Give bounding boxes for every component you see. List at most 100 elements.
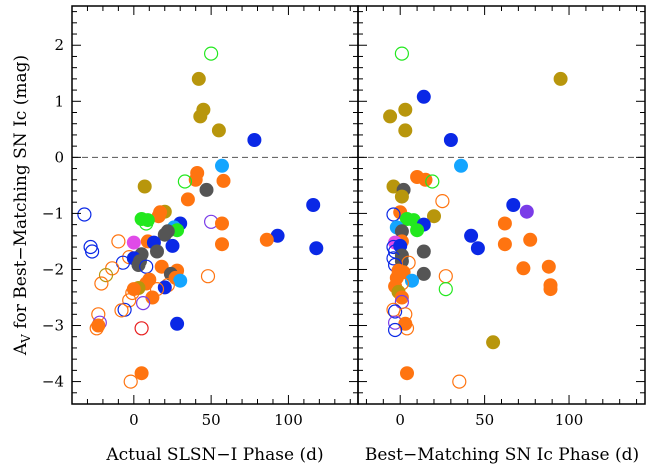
data-point-filled bbox=[140, 213, 155, 228]
data-point-open bbox=[452, 374, 467, 389]
y-tick-label: 1 bbox=[54, 92, 64, 110]
data-point-filled bbox=[427, 209, 441, 224]
data-point-filled bbox=[398, 316, 413, 331]
data-point-filled bbox=[170, 316, 185, 331]
data-point-filled bbox=[126, 235, 141, 250]
y-tick-label: −1 bbox=[42, 204, 64, 222]
data-point-filled bbox=[497, 237, 512, 252]
data-point-filled bbox=[180, 192, 195, 207]
data-point-open bbox=[388, 322, 403, 338]
data-point-filled bbox=[516, 261, 531, 276]
data-point-filled bbox=[157, 227, 172, 242]
data-point-filled bbox=[400, 366, 414, 381]
data-point-open bbox=[438, 282, 453, 297]
data-point-open bbox=[94, 276, 109, 291]
data-point-filled bbox=[394, 189, 409, 204]
data-point-filled bbox=[454, 158, 468, 173]
x-tick-label: 100 bbox=[274, 411, 303, 429]
x-tick-label: 50 bbox=[202, 411, 221, 429]
data-point-filled bbox=[211, 123, 226, 138]
data-point-filled bbox=[247, 133, 262, 147]
data-point-filled bbox=[151, 209, 166, 224]
y-axis-title-sub: V bbox=[19, 334, 33, 344]
data-point-open bbox=[123, 374, 138, 389]
data-point-open bbox=[136, 296, 151, 311]
data-point-open bbox=[114, 303, 129, 318]
data-point-filled bbox=[398, 102, 413, 117]
data-point-filled bbox=[398, 123, 413, 138]
data-point-filled bbox=[464, 228, 479, 243]
x-tick-label: 100 bbox=[555, 411, 584, 429]
data-point-open bbox=[435, 194, 450, 209]
data-point-filled bbox=[157, 280, 172, 295]
data-point-open bbox=[98, 268, 114, 283]
data-point-filled bbox=[215, 237, 229, 252]
data-point-filled bbox=[497, 216, 512, 231]
data-point-filled bbox=[394, 224, 409, 239]
data-point-open bbox=[200, 269, 216, 284]
data-point-filled bbox=[410, 223, 425, 238]
data-point-filled bbox=[215, 216, 229, 231]
data-point-filled bbox=[191, 71, 206, 86]
data-point-filled bbox=[523, 232, 538, 247]
data-point-open bbox=[122, 293, 137, 308]
data-point-filled bbox=[259, 232, 274, 247]
data-point-filled bbox=[270, 228, 285, 243]
y-tick-label: −2 bbox=[42, 260, 64, 278]
data-point-filled bbox=[131, 258, 146, 272]
y-axis-title-rest: for Best−Matching SN Ic (mag) bbox=[11, 55, 31, 334]
y-axis-title-main: A bbox=[11, 342, 31, 356]
data-point-open bbox=[111, 234, 126, 249]
y-axis-title: AV for Best−Matching SN Ic (mag) bbox=[11, 55, 33, 356]
y-tick-label: −4 bbox=[42, 373, 64, 391]
data-point-filled bbox=[193, 109, 208, 124]
data-point-open bbox=[89, 321, 104, 336]
data-point-open bbox=[139, 259, 154, 274]
data-point-open bbox=[386, 207, 401, 222]
data-point-filled bbox=[541, 259, 556, 274]
data-point-filled bbox=[199, 182, 214, 197]
data-point-open bbox=[388, 304, 403, 319]
data-point-filled bbox=[188, 172, 203, 187]
data-point-filled bbox=[215, 158, 229, 173]
data-point-filled bbox=[134, 366, 149, 381]
data-point-filled bbox=[394, 290, 409, 305]
y-tick-label: −3 bbox=[42, 317, 64, 335]
data-point-filled bbox=[553, 71, 568, 86]
data-point-filled bbox=[309, 241, 324, 256]
data-point-filled bbox=[416, 89, 431, 104]
data-point-filled bbox=[383, 109, 398, 124]
panel-frame bbox=[357, 5, 646, 405]
plot-layer: 0 50 100 0 50 100 −4 −3 −2 −1 0 1 2 bbox=[42, 5, 646, 429]
x-tick-label: 0 bbox=[395, 411, 405, 429]
x-tick-label: 50 bbox=[475, 411, 494, 429]
data-point-filled bbox=[416, 244, 431, 259]
data-point-filled bbox=[165, 238, 180, 253]
y-tick-label: 0 bbox=[54, 148, 64, 166]
data-point-open bbox=[134, 321, 149, 336]
data-point-open bbox=[84, 244, 100, 259]
data-point-filled bbox=[519, 204, 534, 219]
data-point-open bbox=[177, 174, 192, 189]
data-point-filled bbox=[126, 282, 141, 297]
data-point-open bbox=[139, 216, 154, 231]
data-point-filled bbox=[486, 335, 501, 350]
data-point-open bbox=[394, 46, 409, 61]
data-point-filled bbox=[216, 173, 231, 188]
data-point-filled bbox=[306, 198, 321, 212]
data-point-open bbox=[399, 321, 415, 336]
data-point-filled bbox=[145, 290, 160, 305]
x-axis-title-right: Best−Matching SN Ic Phase (d) bbox=[365, 445, 639, 465]
y-tick-label: 2 bbox=[54, 36, 64, 54]
data-point-filled bbox=[443, 133, 458, 147]
data-point-filled bbox=[150, 244, 164, 259]
data-point-open bbox=[125, 285, 140, 301]
data-point-filled bbox=[470, 241, 485, 256]
data-point-open bbox=[425, 174, 440, 189]
data-point-open bbox=[77, 207, 92, 222]
x-tick-label: 0 bbox=[129, 411, 139, 429]
data-point-open bbox=[438, 269, 453, 284]
data-point-open bbox=[204, 46, 219, 61]
data-point-filled bbox=[543, 282, 558, 297]
